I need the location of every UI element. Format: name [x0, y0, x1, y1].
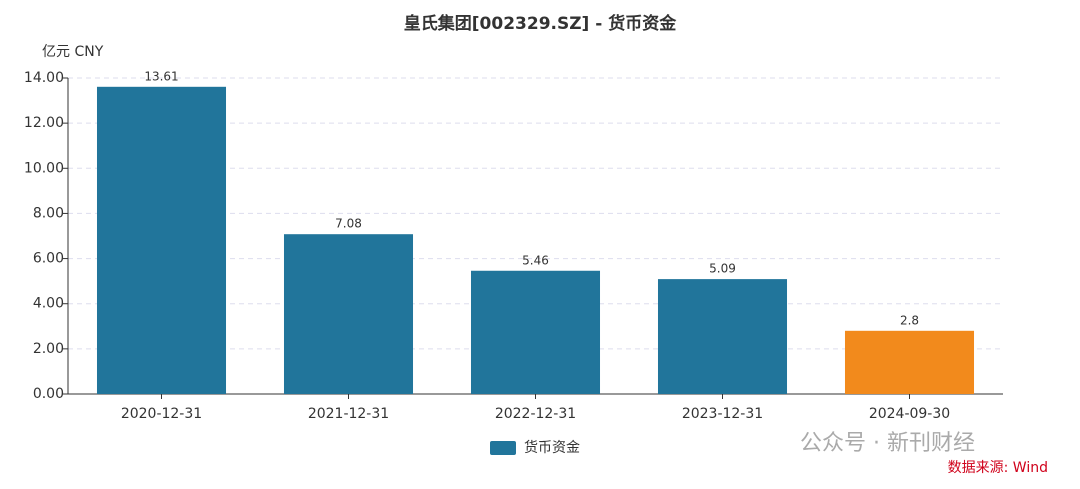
legend-swatch	[490, 441, 516, 455]
watermark: 公众号 · 新刊财经	[800, 431, 975, 456]
y-tick-label: 6.00	[33, 251, 64, 267]
y-tick-label: 14.00	[24, 70, 64, 86]
legend-label: 货币资金	[524, 439, 580, 456]
bar	[283, 234, 414, 394]
value-label: 7.08	[335, 217, 362, 231]
value-label: 5.09	[709, 262, 736, 276]
y-tick-label: 12.00	[24, 115, 64, 131]
source: 数据来源: Wind	[948, 460, 1048, 476]
y-tick-label: 10.00	[24, 160, 64, 176]
x-tick-label: 2022-12-31	[495, 406, 576, 422]
y-unit: 亿元 CNY	[42, 44, 104, 60]
x-tick-label: 2021-12-31	[308, 406, 389, 422]
x-tick-label: 2023-12-31	[682, 406, 763, 422]
y-tick-label: 2.00	[33, 341, 64, 357]
y-tick-label: 0.00	[33, 386, 64, 402]
bar	[844, 330, 975, 394]
value-label: 13.61	[144, 69, 178, 83]
y-tick-label: 8.00	[33, 205, 64, 221]
value-label: 2.8	[900, 313, 919, 327]
bar	[96, 86, 227, 394]
x-tick-label: 2020-12-31	[121, 406, 202, 422]
y-tick-label: 4.00	[33, 296, 64, 312]
bar	[470, 270, 601, 394]
x-tick-label: 2024-09-30	[869, 406, 950, 422]
value-label: 5.46	[522, 253, 549, 267]
bar	[657, 279, 788, 394]
chart-title: 皇氏集团[002329.SZ] - 货币资金	[404, 13, 677, 34]
